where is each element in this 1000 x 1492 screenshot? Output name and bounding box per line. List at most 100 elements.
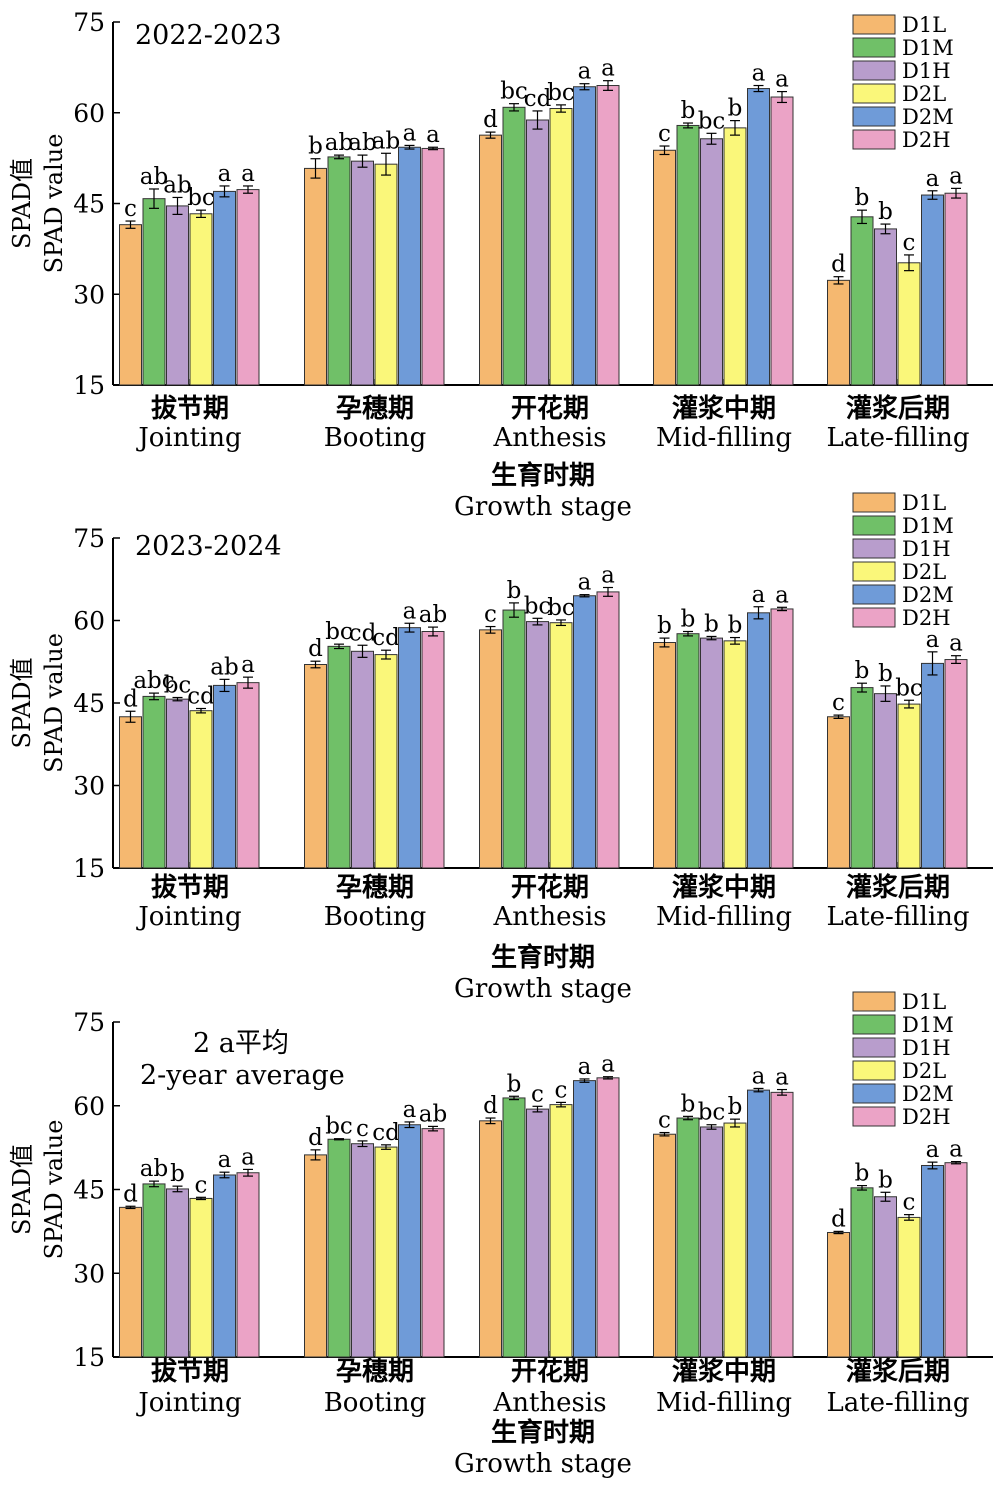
- legend-swatch: [852, 14, 896, 35]
- significance-label: b: [728, 613, 743, 639]
- bar: [421, 147, 445, 386]
- legend-label: D1L: [902, 491, 946, 515]
- significance-label: a: [241, 652, 255, 678]
- bar: [421, 1128, 445, 1358]
- y-tick-label: 60: [73, 99, 105, 128]
- legend-label: D1L: [902, 990, 946, 1014]
- y-tick-label: 60: [73, 607, 105, 636]
- legend-swatch: [852, 129, 896, 150]
- bar: [398, 146, 421, 386]
- significance-label: ab: [419, 602, 447, 628]
- bar: [653, 149, 676, 386]
- significance-label: a: [949, 163, 963, 189]
- significance-label: a: [218, 1147, 232, 1173]
- significance-label: a: [241, 161, 255, 187]
- legend-swatch: [852, 37, 896, 58]
- significance-label: a: [926, 166, 940, 192]
- significance-label: bc: [325, 619, 353, 645]
- significance-label: b: [657, 613, 672, 639]
- bar: [747, 612, 770, 869]
- significance-label: c: [832, 690, 845, 716]
- bar: [327, 156, 351, 386]
- significance-label: abc: [133, 668, 174, 694]
- bar: [770, 608, 794, 869]
- bar: [573, 595, 596, 869]
- bar: [549, 1104, 573, 1358]
- panel-title: 2022-2023: [135, 20, 282, 51]
- significance-label: ab: [325, 130, 353, 156]
- bar: [850, 216, 874, 386]
- bar: [119, 224, 142, 386]
- x-tick-label-cn: 拔节期: [151, 873, 229, 903]
- x-tick-label-en: Late-filling: [826, 902, 969, 932]
- y-tick-label: 75: [73, 524, 105, 553]
- x-tick-label-en: Booting: [324, 1388, 427, 1418]
- legend-label: D1M: [902, 514, 954, 538]
- bar: [700, 138, 723, 386]
- legend-swatch: [852, 584, 896, 605]
- legend-swatch: [852, 60, 896, 81]
- bar: [596, 1077, 620, 1358]
- legend-label: D2H: [902, 606, 951, 630]
- bar: [236, 189, 260, 386]
- significance-label: b: [170, 1161, 185, 1187]
- bar: [573, 86, 596, 386]
- significance-label: ab: [140, 164, 168, 190]
- x-axis-label-en: Growth stage: [454, 1449, 632, 1479]
- x-tick-label-en: Anthesis: [492, 1388, 606, 1418]
- x-tick-label-en: Mid-filling: [656, 902, 792, 932]
- legend-label: D2L: [902, 1059, 946, 1083]
- legend-swatch: [852, 1037, 896, 1058]
- significance-label: a: [926, 1137, 940, 1163]
- significance-label: cd: [187, 684, 215, 710]
- significance-label: a: [775, 1065, 789, 1091]
- significance-label: a: [775, 582, 789, 608]
- bar: [526, 1108, 549, 1358]
- bar: [421, 631, 445, 869]
- x-tick-label-en: Jointing: [135, 423, 241, 453]
- bar: [700, 1126, 723, 1358]
- significance-label: a: [752, 582, 766, 608]
- significance-label: b: [878, 199, 893, 225]
- bar: [850, 687, 874, 869]
- significance-label: cd: [372, 625, 400, 651]
- significance-label: c: [356, 1116, 369, 1142]
- panel-subtitle: 2-year average: [140, 1060, 345, 1091]
- y-tick-label: 30: [73, 772, 105, 801]
- significance-label: a: [601, 1052, 615, 1078]
- significance-label: a: [578, 1054, 592, 1080]
- x-axis-label-cn: 生育时期: [491, 942, 595, 973]
- bar: [723, 640, 747, 869]
- significance-label: bc: [547, 80, 575, 106]
- significance-label: b: [681, 98, 696, 124]
- significance-label: c: [555, 1077, 568, 1103]
- significance-label: bc: [187, 185, 215, 211]
- bar: [502, 1097, 526, 1358]
- significance-label: a: [426, 122, 440, 148]
- x-tick-label-en: Anthesis: [492, 423, 606, 453]
- bar: [213, 190, 236, 386]
- x-axis-label-en: Growth stage: [454, 974, 632, 1004]
- bar: [827, 716, 850, 869]
- bar: [502, 106, 526, 386]
- bar: [827, 279, 850, 386]
- bar: [398, 627, 421, 869]
- x-tick-label-cn: 拔节期: [151, 1357, 229, 1387]
- significance-label: d: [308, 636, 323, 662]
- x-tick-label-en: Booting: [324, 423, 427, 453]
- bar: [142, 695, 166, 869]
- significance-label: d: [831, 252, 846, 278]
- x-tick-label-cn: 开花期: [511, 873, 589, 903]
- bar: [897, 1216, 921, 1358]
- bar: [944, 659, 968, 869]
- bar: [142, 198, 166, 386]
- y-tick-label: 30: [73, 280, 105, 309]
- significance-label: b: [855, 658, 870, 684]
- bar: [653, 1133, 676, 1358]
- bar: [327, 645, 351, 869]
- x-tick-label-en: Jointing: [135, 902, 241, 932]
- significance-label: bc: [698, 108, 726, 134]
- significance-label: d: [308, 1125, 323, 1151]
- bar: [921, 194, 944, 386]
- significance-label: bc: [325, 1114, 353, 1140]
